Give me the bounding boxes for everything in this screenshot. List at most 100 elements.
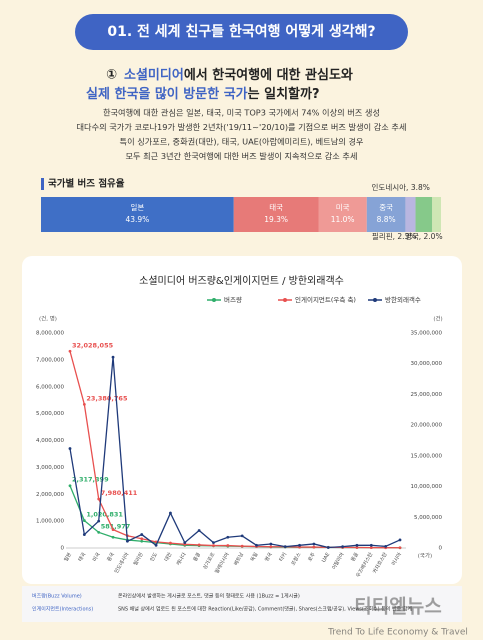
paragraph-line: 대다수의 국가가 코로나19가 발생한 2년차('19/11~'20/10)를 … [77,122,407,132]
series-point [140,533,144,536]
subheading-line: 실제 한국을 많이 방문한 국가는 일치할까? [86,86,320,102]
series-point [369,543,373,547]
segment-value: 8.8% [377,215,396,224]
x-tick-label: 일본 [62,551,73,563]
series-point [140,539,144,543]
series-point [355,546,359,549]
y2-axis-label: (건) [433,316,442,323]
series-point [97,530,101,534]
note-text: 온라인상에서 발생하는 게시글로 포스트, 댓글 등의 형태로도 사용 (1Bu… [118,593,300,600]
segment-name: 미국 [336,203,350,212]
series-point [169,511,172,515]
x-tick-label: 미국 [91,551,102,563]
chart-card [22,256,462,584]
segment-callout: 인도네시아, 3.8% [372,182,430,192]
share-segment [318,197,367,232]
y-tick-label: 6,000,000 [36,384,64,390]
share-title: 국가별 버즈 점유율 [48,178,125,190]
series-point [82,402,86,406]
series-point [312,545,316,549]
share-segment [233,197,319,232]
note-term: 인게이지먼트(Interactions) [32,606,93,613]
series-point [68,484,72,488]
series-point [82,533,86,536]
data-label: 581,977 [101,522,131,530]
x-tick-label: 영국 [263,551,274,563]
note-text: SNS 채널 상에서 업로드 된 포스트에 대한 Reaction(Like/공… [118,606,412,613]
series-point [111,355,115,359]
segment-sep: , [393,232,398,241]
series-point [68,349,72,353]
y2-tick-label: 10,000,000 [411,484,443,490]
x-tick-label: 터키 [278,551,289,562]
series-point [326,546,330,549]
y-tick-label: 5,000,000 [36,411,64,417]
notes: 버즈량(Buzz Volume) 온라인상에서 발생하는 게시글로 포스트, 댓글… [32,593,412,613]
paragraph-line: 한국여행에 대한 관심은 일본, 태국, 미국 TOP3 국가에서 74% 이상… [103,108,380,118]
y-tick-label: 7,000,000 [36,357,64,363]
series-point [197,529,201,532]
share-segment [432,197,441,232]
segment-name: 필리핀 [372,231,393,241]
paragraph-line: 모두 최근 3년간 한국여행에 대한 버즈 발생이 지속적으로 감소 추세 [125,151,357,161]
segment-callout: 필리핀, 2.3% [372,231,417,241]
legend-dot [212,298,216,302]
segment-callout: 영국, 2.0% [405,231,443,241]
series-point [240,544,244,548]
legend-dot [283,298,287,302]
series-point [283,545,287,549]
series-point [298,543,301,547]
data-label: 7,980,411 [101,489,138,497]
y2-tick-label: 30,000,000 [411,361,443,367]
series-point [269,545,273,549]
y2-tick-label: 35,000,000 [411,331,443,337]
series-point [226,544,230,547]
y-tick-label: 1,000,000 [36,519,64,525]
series-point [355,543,359,547]
note-term: 버즈량(Buzz Volume) [32,593,82,600]
series-point [97,519,101,523]
series-point [125,539,129,543]
segment-value: 11.0% [331,215,355,224]
data-label: 32,028,055 [72,341,114,349]
y-tick-label: 3,000,000 [36,465,64,471]
share-segment [415,197,433,232]
chart-title: 소셜미디어 버즈량&인게이지먼트 / 방한외래객수 [139,275,344,287]
series-point [212,544,215,547]
page-title: 01. 전 세계 친구들 한국여행 어떻게 생각해? [107,23,375,40]
series-point [398,538,402,542]
series-line [69,357,401,549]
series-line [69,351,401,549]
y-tick-label: 4,000,000 [36,438,64,444]
series-point [68,447,72,450]
x-tick-label: 인도 [148,551,159,563]
x-tick-label: 태국 [77,551,88,563]
y2-tick-label: 25,000,000 [411,392,443,398]
y-tick-label: 8,000,000 [36,331,64,337]
segment-value: 43.9% [125,215,149,224]
share-segment [405,197,416,232]
series-point [384,544,388,548]
series-point [226,535,230,539]
share-segment [366,197,406,232]
y-tick-label: 2,000,000 [36,492,64,498]
y-axis-label: (건, 명) [39,316,57,323]
series-point [82,519,86,522]
x-tick-label: 홍콩 [191,551,202,563]
segment-sep: , [406,183,411,192]
paragraph: 한국여행에 대한 관심은 일본, 태국, 미국 TOP3 국가에서 74% 이상… [77,108,407,162]
y2-tick-label: 5,000,000 [414,515,442,521]
watermark-tagline: Trend To Life Economy & Travel [327,628,468,638]
subheading-part: 소셜미디어 [124,67,184,83]
x-tick-label: 몽골 [350,551,360,562]
segment-value: 2.0% [424,232,443,241]
segment-name: 인도네시아 [372,182,407,192]
series-point [255,543,258,547]
series-point [140,537,144,541]
title-marker [41,178,44,190]
notes-box [22,586,462,622]
data-label: 2,317,399 [72,476,109,484]
